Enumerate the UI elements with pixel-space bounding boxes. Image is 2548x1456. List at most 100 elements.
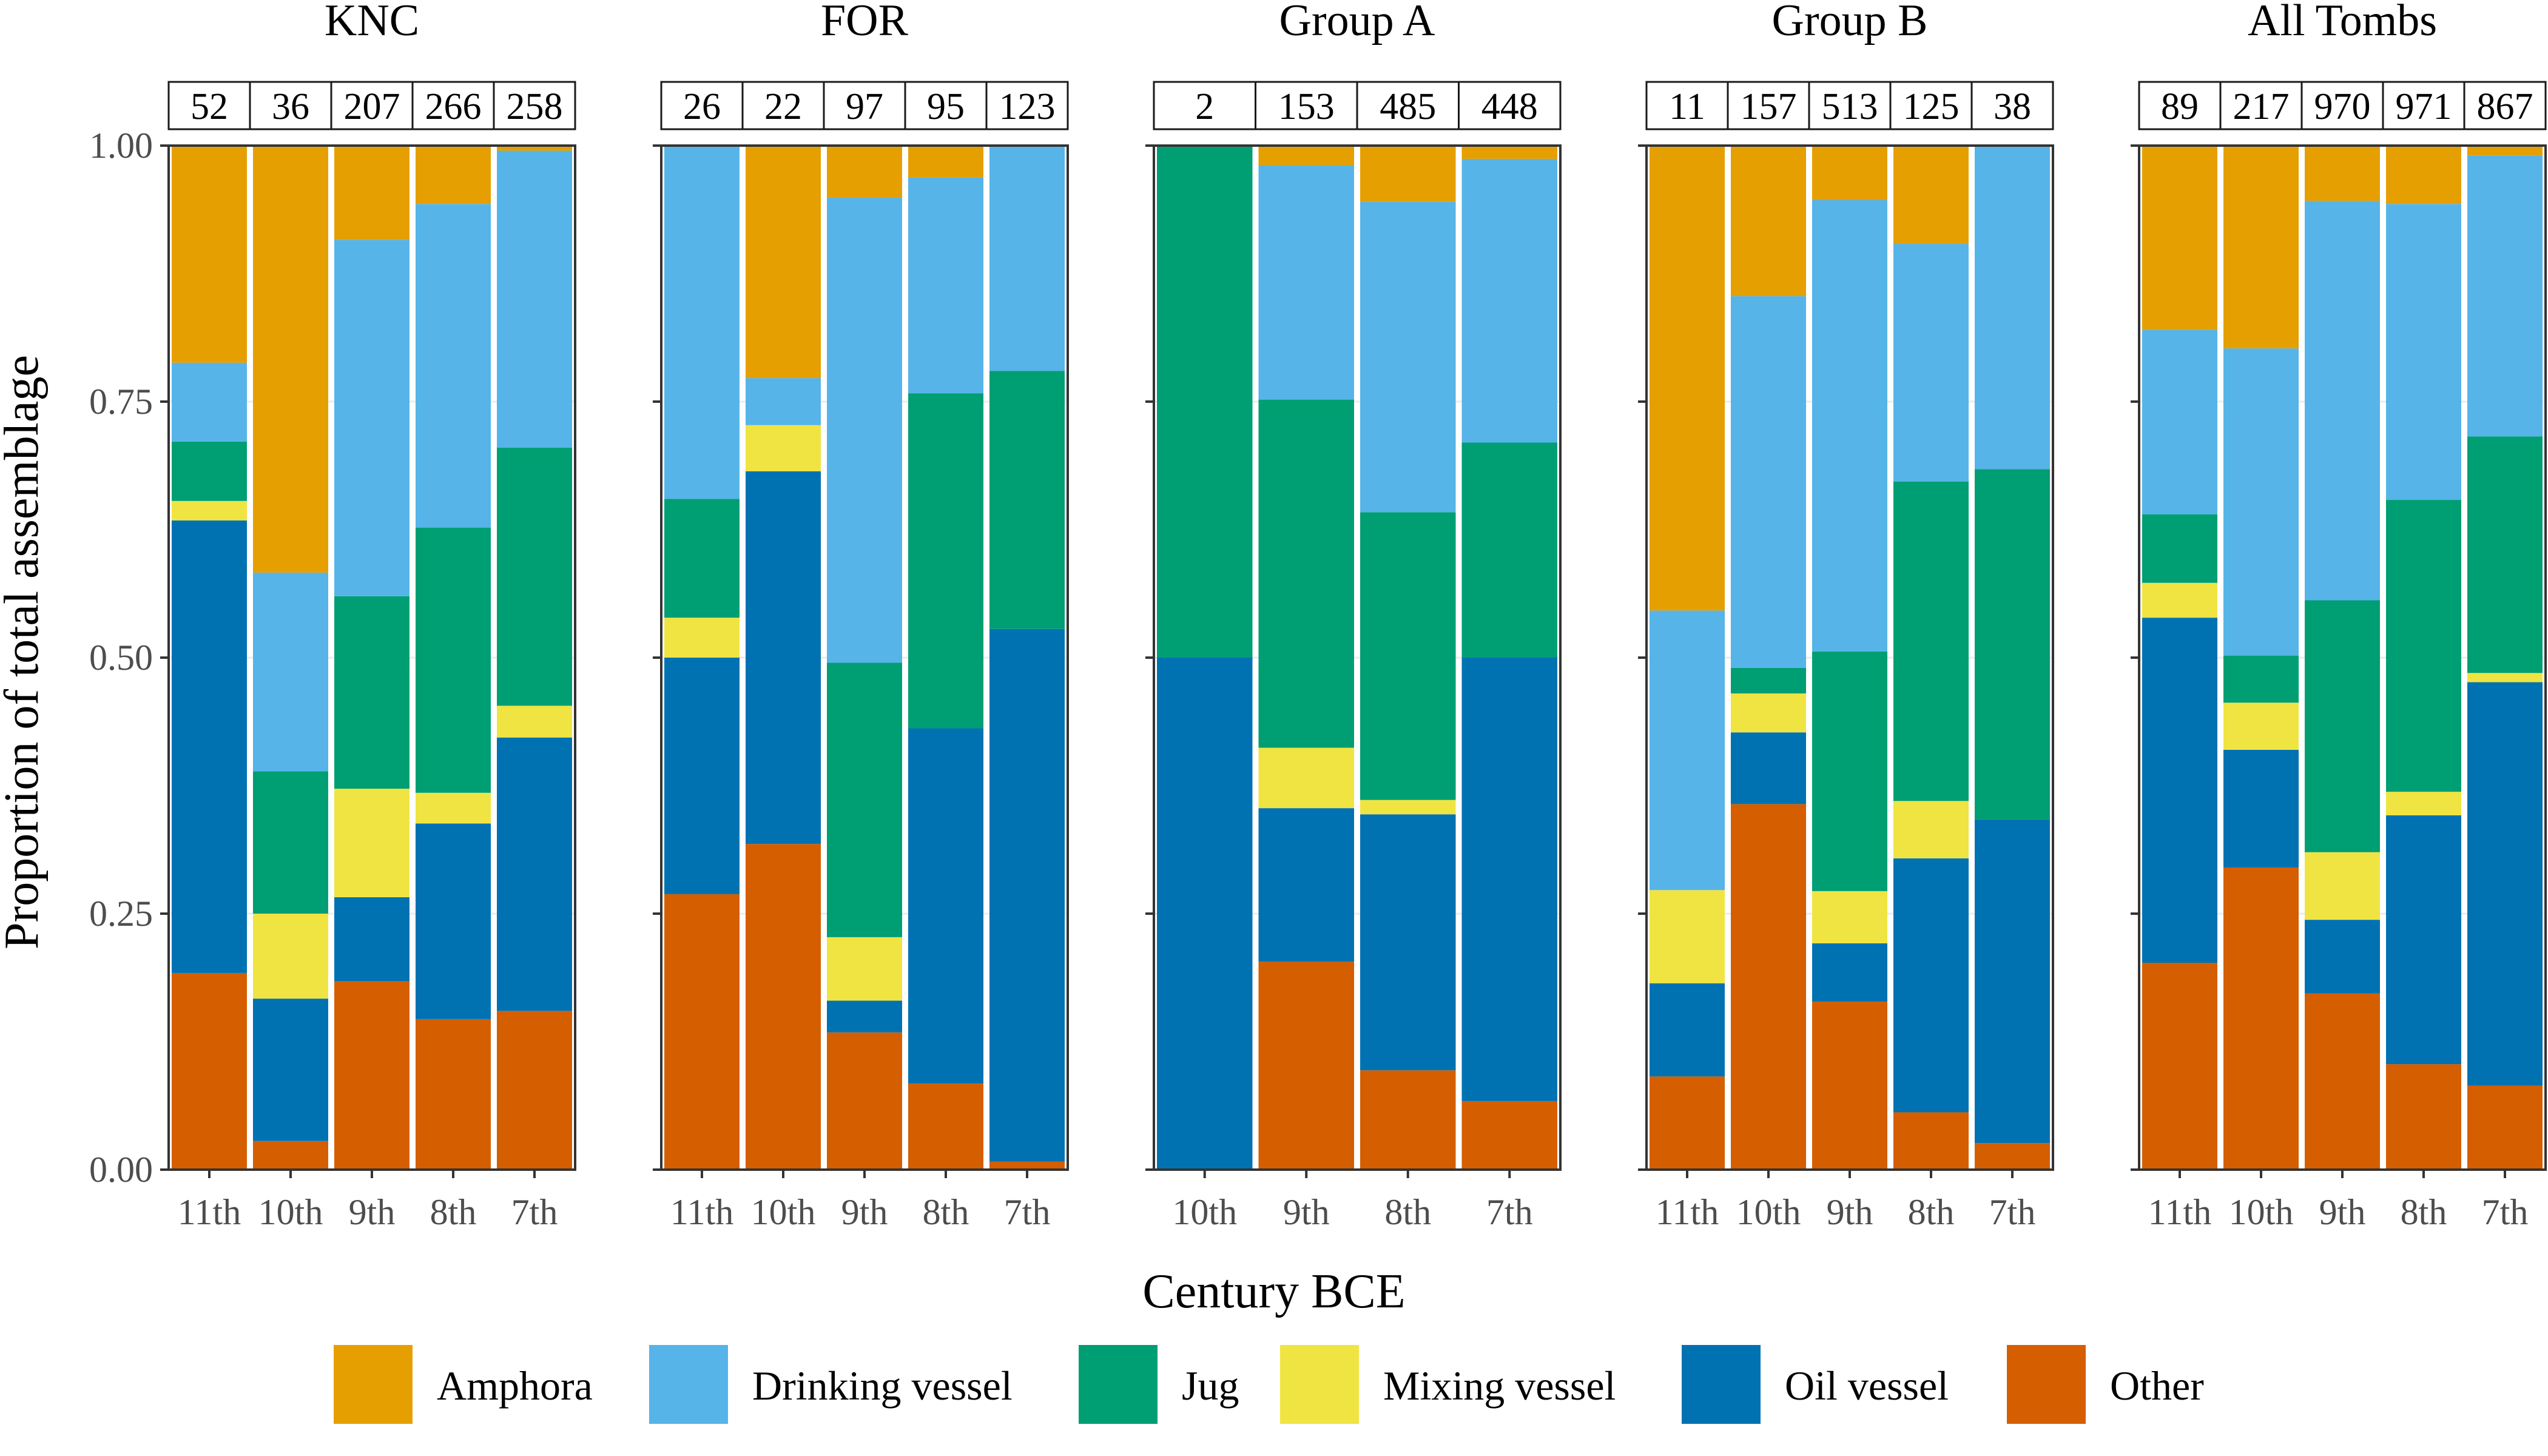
- bar-group-b-7th-other: [1975, 1143, 2050, 1170]
- bar-group-a-8th-amphora: [1360, 146, 1456, 202]
- bar-group-b-9th-mixing-vessel: [1812, 891, 1887, 943]
- legend-item-drinking-vessel: Drinking vessel: [649, 1345, 1013, 1424]
- facet-title: KNC: [325, 0, 419, 46]
- bar-for-8th-amphora: [908, 146, 983, 178]
- bar-all-tombs-10th-other: [2223, 868, 2299, 1170]
- count-label: 157: [1741, 86, 1797, 127]
- facet-group-a: Group A 2 10th 153 9th 485 8th 448 7th: [1145, 0, 1562, 1232]
- bar-group-b-8th-oil-vessel: [1893, 858, 1969, 1113]
- count-label: 217: [2233, 86, 2290, 127]
- bar-group-b-9th-jug: [1812, 651, 1887, 891]
- legend-label: Other: [2110, 1363, 2204, 1409]
- bar-all-tombs-9th-jug: [2305, 600, 2380, 852]
- bar-knc-9th-amphora: [334, 146, 410, 240]
- bar-all-tombs-7th-jug: [2467, 436, 2543, 673]
- bar-all-tombs-10th-oil-vessel: [2223, 749, 2299, 868]
- x-tick-label: 9th: [1283, 1192, 1330, 1232]
- y-tick-label: 0.00: [89, 1150, 153, 1190]
- x-tick-label: 11th: [1656, 1192, 1719, 1232]
- count-box: [985, 81, 1069, 130]
- count-label: 2: [1195, 86, 1214, 127]
- count-box: [1889, 81, 1973, 130]
- bar-group-b-8th-mixing-vessel: [1893, 801, 1969, 858]
- bar-group-a-9th-other: [1258, 962, 1354, 1170]
- bar-for-7th-drinking-vessel: [989, 146, 1065, 371]
- count-box: [493, 81, 576, 130]
- bar-for-10th-other: [746, 844, 821, 1170]
- bar-group-a-9th-drinking-vessel: [1258, 165, 1354, 400]
- bar-group-a-7th-amphora: [1461, 146, 1557, 159]
- bar-knc-11th-jug: [172, 441, 247, 501]
- bar-for-8th-oil-vessel: [908, 728, 983, 1084]
- count-box: [330, 81, 414, 130]
- bar-all-tombs-9th-mixing-vessel: [2305, 852, 2380, 920]
- bar-knc-8th-amphora: [416, 146, 491, 204]
- legend-key: [2007, 1345, 2086, 1424]
- bar-knc-10th-mixing-vessel: [253, 914, 328, 999]
- bar-all-tombs-9th-oil-vessel: [2305, 920, 2380, 994]
- bar-for-10th-oil-vessel: [746, 471, 821, 844]
- bar-all-tombs-8th-amphora: [2386, 146, 2461, 204]
- bar-knc-7th-jug: [497, 447, 572, 706]
- bar-group-a-8th-drinking-vessel: [1360, 201, 1456, 513]
- legend-item-oil-vessel: Oil vessel: [1682, 1345, 1949, 1424]
- bar-group-b-10th-drinking-vessel: [1731, 296, 1806, 668]
- count-box: [1645, 81, 1729, 130]
- bar-all-tombs-11th-oil-vessel: [2142, 618, 2217, 963]
- count-label: 11: [1669, 86, 1705, 127]
- bar-for-10th-amphora: [746, 146, 821, 379]
- x-tick-label: 8th: [1384, 1192, 1431, 1232]
- bar-group-a-7th-drinking-vessel: [1461, 158, 1557, 443]
- x-tick-label: 7th: [1486, 1192, 1533, 1232]
- bar-all-tombs-10th-amphora: [2223, 146, 2299, 349]
- bar-group-b-11th-oil-vessel: [1650, 983, 1725, 1077]
- bar-knc-7th-mixing-vessel: [497, 706, 572, 738]
- legend-label: Amphora: [437, 1363, 593, 1409]
- count-label: 26: [683, 86, 721, 127]
- bar-knc-11th-drinking-vessel: [172, 362, 247, 442]
- bar-for-8th-drinking-vessel: [908, 177, 983, 394]
- bar-group-b-9th-oil-vessel: [1812, 943, 1887, 1002]
- count-box: [1153, 81, 1256, 130]
- count-label: 485: [1380, 86, 1436, 127]
- count-label: 95: [927, 86, 965, 127]
- bar-for-11th-jug: [664, 499, 740, 618]
- count-label: 266: [425, 86, 482, 127]
- bar-for-11th-drinking-vessel: [664, 146, 740, 499]
- bar-all-tombs-11th-mixing-vessel: [2142, 582, 2217, 618]
- bar-group-b-10th-oil-vessel: [1731, 732, 1806, 804]
- bar-knc-8th-mixing-vessel: [416, 792, 491, 824]
- bar-group-b-9th-amphora: [1812, 146, 1887, 200]
- bar-all-tombs-9th-amphora: [2305, 146, 2380, 201]
- y-axis-title: Proportion of total assemblage: [0, 355, 49, 949]
- legend-key: [334, 1345, 413, 1424]
- bar-group-b-9th-other: [1812, 1002, 1887, 1170]
- count-label: 207: [344, 86, 400, 127]
- bar-group-a-9th-amphora: [1258, 146, 1354, 166]
- bar-knc-11th-mixing-vessel: [172, 500, 247, 521]
- x-tick-label: 10th: [258, 1192, 323, 1232]
- count-label: 258: [507, 86, 563, 127]
- count-box: [1458, 81, 1562, 130]
- bar-group-b-11th-other: [1650, 1076, 1725, 1170]
- bar-all-tombs-8th-drinking-vessel: [2386, 204, 2461, 500]
- bar-group-b-8th-amphora: [1893, 146, 1969, 244]
- bar-group-a-8th-mixing-vessel: [1360, 800, 1456, 815]
- x-axis-title: Century BCE: [1142, 1265, 1405, 1318]
- bar-all-tombs-11th-drinking-vessel: [2142, 329, 2217, 514]
- bar-knc-10th-drinking-vessel: [253, 572, 328, 772]
- count-label: 971: [2396, 86, 2452, 127]
- count-box: [660, 81, 744, 130]
- count-label: 123: [999, 86, 1056, 127]
- count-label: 867: [2477, 86, 2533, 127]
- x-tick-label: 11th: [670, 1192, 733, 1232]
- y-tick-label: 0.75: [89, 382, 153, 422]
- legend-item-other: Other: [2007, 1345, 2204, 1424]
- bar-knc-7th-oil-vessel: [497, 737, 572, 1011]
- bar-for-9th-other: [827, 1032, 902, 1170]
- bar-all-tombs-11th-amphora: [2142, 146, 2217, 330]
- bar-knc-10th-amphora: [253, 146, 328, 573]
- x-tick-label: 8th: [923, 1192, 969, 1232]
- bar-knc-8th-jug: [416, 527, 491, 793]
- bar-for-7th-other: [989, 1161, 1065, 1170]
